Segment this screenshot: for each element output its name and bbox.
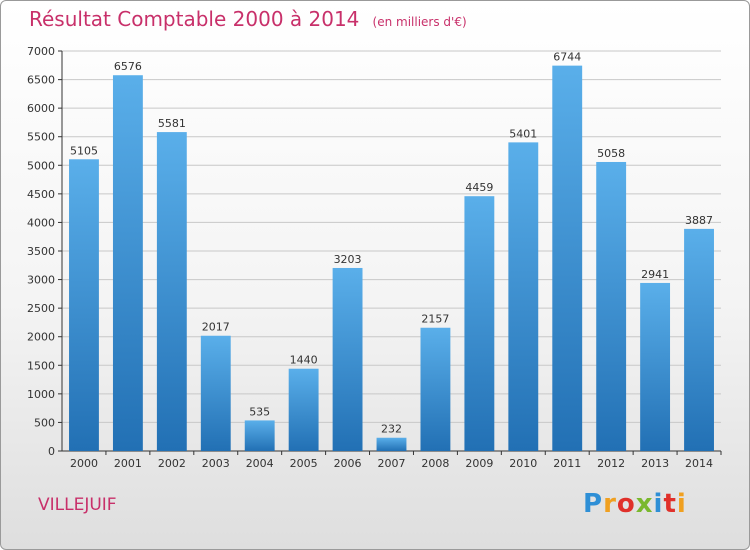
data-label: 6576 <box>114 60 142 73</box>
chart-title-text: Résultat Comptable 2000 à 2014 <box>29 7 360 31</box>
bars <box>69 65 714 452</box>
bar <box>640 282 671 451</box>
y-tick-label: 3500 <box>27 245 55 258</box>
x-tick-label: 2012 <box>597 457 625 470</box>
bar <box>684 228 714 451</box>
y-tick-label: 0 <box>48 445 55 458</box>
y-tick-label: 6000 <box>27 102 55 115</box>
logo-letter: x <box>635 489 654 519</box>
bar <box>112 75 143 451</box>
data-label: 6744 <box>553 51 581 64</box>
y-tick-label: 500 <box>34 416 55 429</box>
x-tick-label: 2002 <box>158 457 186 470</box>
data-label: 4459 <box>465 181 493 194</box>
x-tick-label: 2011 <box>553 457 581 470</box>
bar <box>376 437 407 451</box>
place-name: VILLEJUIF <box>38 495 117 515</box>
data-label: 535 <box>249 405 270 418</box>
x-tick-label: 2007 <box>378 457 406 470</box>
proxiti-logo: Proxiti <box>583 489 687 519</box>
x-tick-label: 2006 <box>334 457 362 470</box>
bar <box>552 65 583 451</box>
data-label: 1440 <box>290 354 318 367</box>
data-label: 5401 <box>509 127 537 140</box>
data-label: 232 <box>381 423 402 436</box>
bar <box>288 368 319 451</box>
x-tick-label: 2014 <box>685 457 713 470</box>
logo-letter: i <box>653 489 664 519</box>
data-labels: 5105 6576 5581 2017 535 1440 3203 232 2157 4459 54… <box>70 51 713 436</box>
x-tick-label: 2013 <box>641 457 669 470</box>
bar <box>200 335 231 451</box>
x-tick-label: 2000 <box>70 457 98 470</box>
y-tick-label: 1000 <box>27 388 55 401</box>
bar <box>244 420 275 451</box>
y-tick-label: 3000 <box>27 274 55 287</box>
chart-title: Résultat Comptable 2000 à 2014 (en milli… <box>29 7 467 31</box>
y-tick-label: 2000 <box>27 331 55 344</box>
axes: 0 500 1000 1500 2000 2500 3000 3500 4000 4500 5000… <box>27 45 722 470</box>
y-tick-label: 5000 <box>27 159 55 172</box>
bar <box>508 142 539 451</box>
bar <box>596 161 627 451</box>
logo-letter: o <box>616 489 636 519</box>
data-label: 5581 <box>158 117 186 130</box>
x-tick-label: 2008 <box>421 457 449 470</box>
x-tick-label: 2005 <box>290 457 318 470</box>
bar <box>464 196 495 451</box>
logo-letter: r <box>603 489 617 519</box>
x-tick-label: 2010 <box>509 457 537 470</box>
data-label: 3203 <box>334 253 362 266</box>
y-tick-label: 2500 <box>27 302 55 315</box>
data-label: 3887 <box>685 214 713 227</box>
bar <box>332 267 363 451</box>
x-tick-label: 2001 <box>114 457 142 470</box>
x-tick-label: 2004 <box>246 457 274 470</box>
bar <box>69 159 99 452</box>
data-label: 2157 <box>421 313 449 326</box>
data-label: 5058 <box>597 147 625 160</box>
data-label: 5105 <box>70 144 98 157</box>
data-label: 2017 <box>202 321 230 334</box>
bar <box>420 327 451 451</box>
y-tick-label: 5500 <box>27 131 55 144</box>
x-tick-label: 2009 <box>465 457 493 470</box>
data-label: 2941 <box>641 268 669 281</box>
bar <box>156 132 187 452</box>
logo-letter: P <box>583 489 604 519</box>
y-tick-label: 7000 <box>27 45 55 58</box>
chart-unit-note: (en milliers d'€) <box>372 15 467 29</box>
y-tick-label: 4000 <box>27 216 55 229</box>
logo-letter: t <box>663 489 677 519</box>
x-tick-label: 2003 <box>202 457 230 470</box>
logo-letter: i <box>676 489 687 519</box>
y-tick-label: 6500 <box>27 74 55 87</box>
y-tick-label: 1500 <box>27 359 55 372</box>
y-tick-label: 4500 <box>27 188 55 201</box>
